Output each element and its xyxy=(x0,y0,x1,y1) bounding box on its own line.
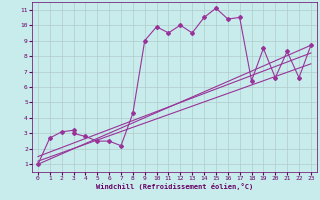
X-axis label: Windchill (Refroidissement éolien,°C): Windchill (Refroidissement éolien,°C) xyxy=(96,183,253,190)
